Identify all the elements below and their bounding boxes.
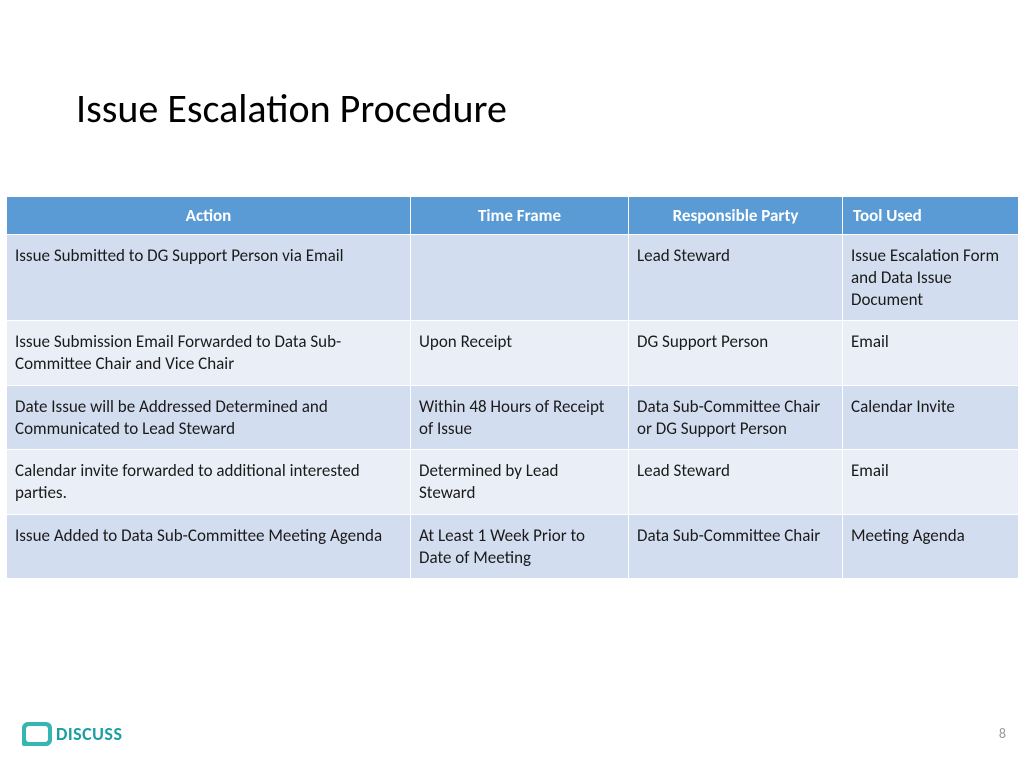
cell-tool: Issue Escalation Form and Data Issue Doc… [843,235,1019,321]
cell-party: Lead Steward [629,450,843,515]
cell-action: Calendar invite forwarded to additional … [7,450,411,515]
cell-party: Lead Steward [629,235,843,321]
table-row: Issue Submission Email Forwarded to Data… [7,321,1019,386]
page-title: Issue Escalation Procedure [76,84,507,133]
cell-time: Within 48 Hours of Receipt of Issue [411,385,629,450]
cell-tool: Calendar Invite [843,385,1019,450]
col-header-tool: Tool Used [843,197,1019,235]
col-header-time: Time Frame [411,197,629,235]
cell-action: Issue Submitted to DG Support Person via… [7,235,411,321]
cell-time: At Least 1 Week Prior to Date of Meeting [411,514,629,579]
cell-party: Data Sub-Committee Chair or DG Support P… [629,385,843,450]
cell-tool: Email [843,450,1019,515]
table-row: Calendar invite forwarded to additional … [7,450,1019,515]
table-row: Date Issue will be Addressed Determined … [7,385,1019,450]
cell-action: Issue Added to Data Sub-Committee Meetin… [7,514,411,579]
table-header-row: Action Time Frame Responsible Party Tool… [7,197,1019,235]
table-row: Issue Added to Data Sub-Committee Meetin… [7,514,1019,579]
col-header-party: Responsible Party [629,197,843,235]
cell-tool: Meeting Agenda [843,514,1019,579]
cell-party: DG Support Person [629,321,843,386]
cell-tool: Email [843,321,1019,386]
cell-action: Date Issue will be Addressed Determined … [7,385,411,450]
table-row: Issue Submitted to DG Support Person via… [7,235,1019,321]
cell-time [411,235,629,321]
cell-party: Data Sub-Committee Chair [629,514,843,579]
cell-time: Determined by Lead Steward [411,450,629,515]
cell-action: Issue Submission Email Forwarded to Data… [7,321,411,386]
escalation-table: Action Time Frame Responsible Party Tool… [6,196,1019,579]
chat-bubble-icon [22,722,52,746]
discuss-logo: DISCUSS [22,722,122,746]
cell-time: Upon Receipt [411,321,629,386]
logo-text: DISCUSS [56,723,122,745]
col-header-action: Action [7,197,411,235]
page-number: 8 [999,725,1006,742]
